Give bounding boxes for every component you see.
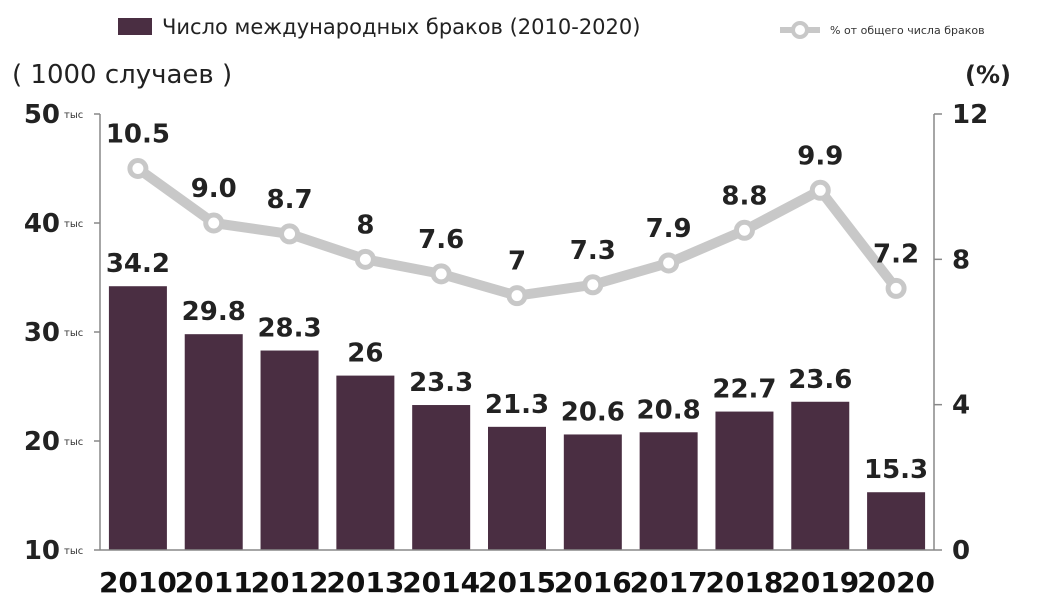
x-tick-label: 2011 bbox=[175, 566, 253, 599]
bar-value-label: 34.2 bbox=[106, 249, 170, 279]
pct-value-label: 8 bbox=[356, 210, 374, 240]
pct-point bbox=[658, 252, 680, 274]
pct-value-label: 7 bbox=[508, 247, 526, 277]
y-right-unit: (%) bbox=[965, 61, 1011, 89]
y-right-tick-label: 4 bbox=[952, 391, 970, 421]
bar-value-label: 23.3 bbox=[409, 368, 473, 398]
bar bbox=[867, 492, 926, 550]
bar bbox=[488, 426, 546, 550]
pct-value-label: 8.8 bbox=[721, 181, 767, 211]
legend-bar-label: Число международных браков (2010-2020) bbox=[162, 15, 640, 39]
x-tick-label: 2013 bbox=[326, 566, 404, 599]
bar-value-label: 23.6 bbox=[788, 365, 852, 395]
y-left-tick-label: 40 bbox=[24, 209, 60, 239]
bar bbox=[791, 401, 850, 550]
pct-value-label: 7.6 bbox=[418, 225, 464, 255]
bar bbox=[412, 405, 471, 550]
y-right-tick-label: 8 bbox=[952, 245, 970, 275]
pct-point bbox=[430, 263, 452, 285]
pct-point bbox=[582, 274, 604, 296]
bars: 34.2 29.8 28.3 26 23.3 21.3 20.6 20.8 22.7 23.6 15… bbox=[106, 249, 928, 550]
bar-value-label: 28.3 bbox=[257, 314, 321, 344]
pct-point bbox=[279, 223, 301, 245]
y-left-tick-label: 10 bbox=[24, 536, 60, 566]
pct-value-label: 9.0 bbox=[191, 174, 237, 204]
pct-point bbox=[203, 212, 225, 234]
pct-point bbox=[885, 277, 907, 299]
x-tick-label: 2014 bbox=[402, 566, 480, 599]
x-tick-label: 2020 bbox=[857, 566, 935, 599]
legend-line-label: % от общего числа браков bbox=[830, 24, 985, 37]
bar-value-label: 20.6 bbox=[561, 397, 625, 427]
y-left-tick-suffix: тыс bbox=[64, 546, 83, 557]
bar-value-label: 21.3 bbox=[485, 390, 549, 420]
bar-value-label: 20.8 bbox=[637, 395, 701, 425]
y-right-axis: 12 8 4 0 bbox=[933, 100, 988, 566]
bar-value-label: 22.7 bbox=[712, 375, 776, 405]
pct-value-label: 10.5 bbox=[106, 120, 170, 150]
bar-value-label: 15.3 bbox=[864, 455, 928, 485]
bar-value-label: 29.8 bbox=[182, 297, 246, 327]
x-tick-label: 2012 bbox=[251, 566, 329, 599]
pct-value-label: 9.9 bbox=[797, 141, 843, 171]
bar bbox=[184, 334, 243, 550]
pct-point bbox=[354, 248, 376, 270]
bar bbox=[563, 434, 622, 550]
y-left-tick-suffix: тыс bbox=[64, 110, 83, 121]
y-left-tick-label: 30 bbox=[24, 318, 60, 348]
x-tick-label: 2010 bbox=[99, 566, 177, 599]
x-tick-label: 2016 bbox=[554, 566, 632, 599]
x-tick-label: 2015 bbox=[478, 566, 556, 599]
y-right-tick-label: 12 bbox=[952, 100, 988, 130]
x-axis: 2010201120122013201420152016201720182019… bbox=[99, 549, 935, 599]
y-left-tick-suffix: тыс bbox=[64, 219, 83, 230]
pct-value-label: 7.9 bbox=[646, 214, 692, 244]
pct-value-label: 8.7 bbox=[267, 185, 313, 215]
bar bbox=[639, 432, 698, 550]
y-left-tick-suffix: тыс bbox=[64, 328, 83, 339]
bar bbox=[715, 411, 774, 550]
bar bbox=[260, 350, 319, 550]
y-left-tick-suffix: тыс bbox=[64, 437, 83, 448]
y-left-tick-label: 20 bbox=[24, 427, 60, 457]
pct-point bbox=[506, 285, 528, 307]
y-left-unit: ( 1000 случаев ) bbox=[12, 60, 232, 90]
pct-point bbox=[733, 219, 755, 241]
legend-bar-swatch bbox=[118, 18, 152, 35]
pct-point bbox=[127, 158, 149, 179]
bar bbox=[108, 286, 167, 550]
legend-line-swatch bbox=[780, 21, 820, 39]
pct-value-label: 7.2 bbox=[873, 239, 919, 269]
y-right-tick-label: 0 bbox=[952, 536, 970, 566]
bar bbox=[336, 375, 395, 550]
pct-value-label: 7.3 bbox=[570, 236, 616, 266]
legend: Число международных браков (2010-2020) %… bbox=[118, 15, 985, 39]
y-left-axis: 50 тыс 40 тыс 30 тыс 20 тыс 10 тыс bbox=[24, 100, 101, 566]
x-tick-label: 2017 bbox=[630, 566, 708, 599]
bar-value-label: 26 bbox=[347, 339, 383, 369]
x-tick-label: 2018 bbox=[705, 566, 783, 599]
x-tick-label: 2019 bbox=[781, 566, 859, 599]
pct-line: 10.5 9.0 8.7 8 7.6 7 7.3 7.9 8.8 9.9 7.2 bbox=[106, 120, 919, 307]
pct-point bbox=[809, 179, 831, 201]
y-left-tick-label: 50 bbox=[24, 100, 60, 130]
